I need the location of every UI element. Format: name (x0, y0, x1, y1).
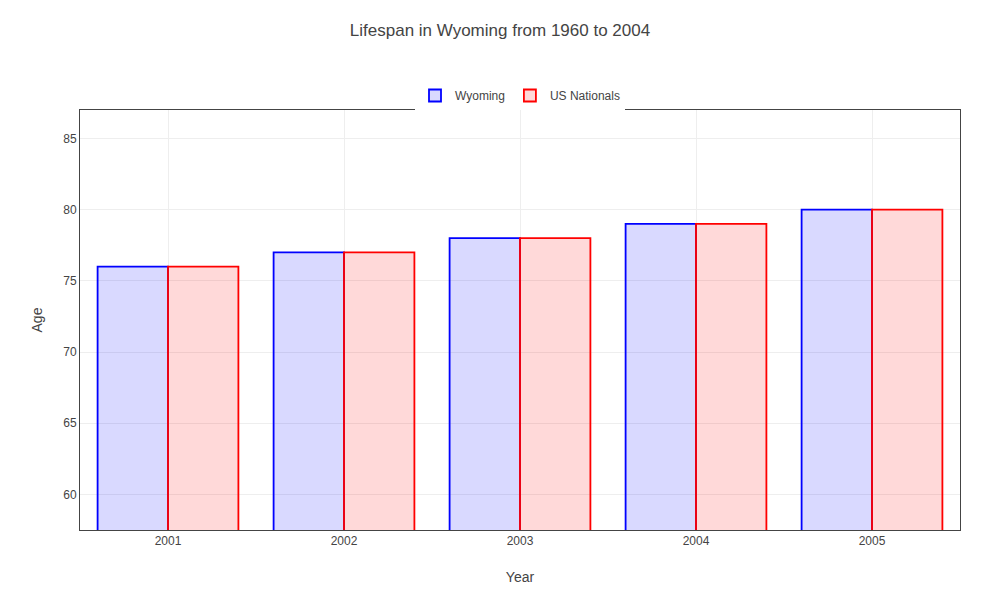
svg-text:2003: 2003 (507, 534, 534, 548)
svg-text:2005: 2005 (859, 534, 886, 548)
svg-text:2002: 2002 (331, 534, 358, 548)
svg-text:60: 60 (63, 488, 77, 502)
svg-text:85: 85 (63, 132, 77, 146)
svg-text:65: 65 (63, 416, 77, 430)
svg-text:Wyoming: Wyoming (455, 89, 505, 103)
svg-text:70: 70 (63, 345, 77, 359)
svg-text:Lifespan in Wyoming from 1960: Lifespan in Wyoming from 1960 to 2004 (350, 21, 650, 40)
svg-text:Year: Year (506, 569, 535, 585)
svg-text:2004: 2004 (683, 534, 710, 548)
svg-text:80: 80 (63, 203, 77, 217)
svg-text:US Nationals: US Nationals (550, 89, 620, 103)
svg-text:75: 75 (63, 274, 77, 288)
svg-text:2001: 2001 (155, 534, 182, 548)
svg-text:Age: Age (29, 307, 45, 332)
